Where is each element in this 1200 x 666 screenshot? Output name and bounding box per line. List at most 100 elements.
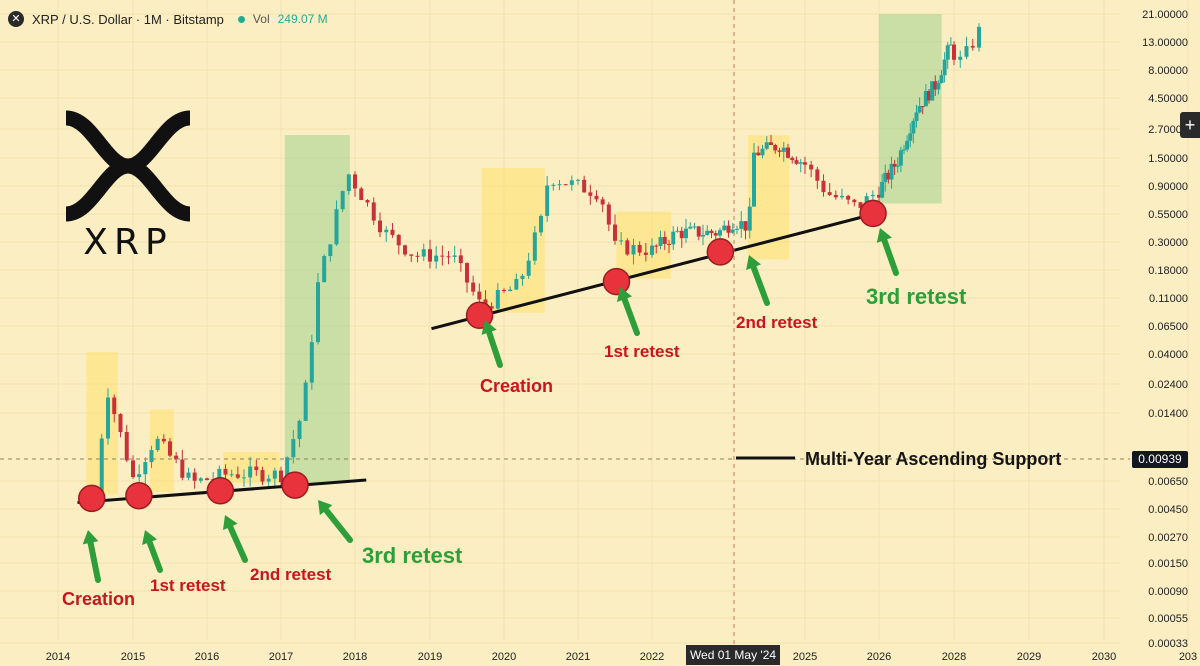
y-tick-6: 0.90000 (1148, 181, 1188, 193)
candle-54 (428, 239, 432, 269)
crosshair-price-label: 0.00939 (1132, 451, 1188, 468)
candle-158 (939, 70, 944, 84)
x-tick-9: 2025 (793, 651, 817, 663)
arrow-right-2nd (746, 255, 770, 306)
grid-horizontal (0, 13, 1120, 644)
label-right-2: 2nd retest (736, 313, 818, 332)
candle-93 (662, 231, 667, 250)
candle-14 (180, 449, 185, 481)
candle-104 (709, 229, 714, 239)
candle-134 (852, 198, 857, 207)
y-axis: 21.00000 13.00000 8.00000 4.50000 2.70000 1.5… (1142, 9, 1188, 650)
candle-82 (600, 196, 605, 213)
candle-129 (821, 174, 826, 197)
candle-159 (942, 52, 947, 83)
retest-marker-2 (206, 477, 235, 505)
candle-118 (769, 134, 773, 146)
candle-110 (735, 225, 739, 235)
candle-89 (643, 242, 648, 262)
candle-46 (378, 212, 382, 237)
candle-51 (409, 254, 414, 263)
close-icon[interactable]: ✕ (8, 11, 24, 27)
highlight-zone-1 (150, 409, 174, 492)
grid-vertical (57, 0, 1189, 640)
retest-marker-0 (78, 484, 106, 513)
y-tick-3: 4.50000 (1148, 93, 1188, 105)
candle-23 (235, 466, 240, 480)
candle-132 (840, 188, 844, 200)
candle-130 (827, 183, 832, 197)
candle-142 (889, 156, 894, 189)
candle-108 (726, 220, 731, 238)
legend-text: Multi-Year Ascending Support (805, 449, 1061, 469)
y-tick-21: 0.00033 (1148, 638, 1188, 650)
candle-125 (798, 158, 803, 173)
chart-header: ✕ XRP / U.S. Dollar · 1M · Bitstamp Vol … (8, 8, 328, 30)
candle-10 (155, 435, 160, 452)
candle-164 (964, 36, 969, 60)
candle-113 (747, 197, 752, 239)
highlight-zones (86, 14, 942, 495)
y-tick-20: 0.00055 (1148, 613, 1188, 625)
candle-154 (927, 89, 931, 104)
symbol-title[interactable]: XRP / U.S. Dollar · 1M · Bitstamp (32, 11, 224, 27)
candle-73 (545, 176, 550, 222)
candle-27 (260, 466, 265, 486)
x-tick-8: 2022 (640, 651, 664, 663)
label-right-1: 1st retest (604, 342, 680, 361)
candle-166 (977, 23, 981, 52)
y-tick-16: 0.00450 (1148, 504, 1188, 516)
candle-39 (334, 200, 339, 246)
candle-102 (701, 224, 705, 246)
x-tick-1: 2015 (121, 651, 145, 663)
candle-91 (654, 244, 659, 254)
candle-140 (883, 164, 888, 192)
candle-70 (526, 252, 531, 280)
candle-56 (440, 245, 445, 266)
x-tick-10: 2026 (867, 651, 891, 663)
candle-92 (658, 230, 663, 250)
x-tick-12: 2029 (1017, 651, 1041, 663)
x-tick-13: 2030 (1092, 651, 1116, 663)
candle-17 (198, 476, 203, 484)
candle-115 (756, 146, 761, 156)
candle-42 (353, 171, 357, 197)
retest-marker-5 (602, 267, 631, 296)
candle-160 (945, 42, 950, 69)
candle-84 (613, 214, 617, 245)
xrp-mark-icon (64, 110, 192, 222)
y-tick-1: 13.00000 (1142, 37, 1188, 49)
arrow-left-1st (142, 530, 163, 573)
y-tick-10: 0.11000 (1149, 293, 1188, 305)
candle-18 (205, 477, 209, 481)
candle-72 (539, 214, 543, 236)
candle-98 (684, 218, 688, 243)
add-icon[interactable]: + (1180, 112, 1200, 138)
x-tick-6: 2020 (492, 651, 516, 663)
candle-163 (958, 50, 963, 68)
candle-81 (594, 190, 599, 203)
candle-41 (346, 173, 351, 195)
candle-48 (390, 223, 395, 238)
candle-50 (403, 244, 407, 257)
candle-12 (168, 437, 172, 458)
candle-30 (279, 466, 283, 489)
candle-25 (248, 456, 253, 487)
candle-152 (920, 105, 925, 115)
candle-1 (99, 433, 104, 500)
candle-77 (569, 175, 574, 191)
annotation-labels: Creation 1st retest 2nd retest 3rd retest Cr… (62, 284, 1061, 609)
x-axis: 2014 2015 2016 2017 2018 2019 2020 2021 2022 2025… (46, 651, 1197, 663)
candle-26 (254, 459, 259, 476)
y-tick-18: 0.00150 (1148, 558, 1188, 570)
x-tick-3: 2017 (269, 651, 293, 663)
candle-35 (309, 334, 314, 390)
retest-markers (78, 199, 887, 513)
candle-11 (161, 434, 166, 444)
status-dot-icon (237, 15, 245, 23)
candle-80 (588, 184, 593, 205)
candle-9 (149, 445, 154, 468)
candle-78 (576, 178, 580, 185)
candle-96 (675, 226, 680, 233)
